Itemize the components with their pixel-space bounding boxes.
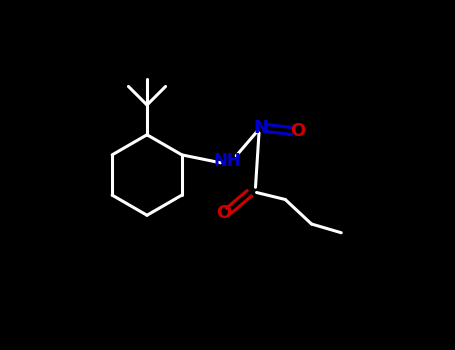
Text: NH: NH (214, 152, 241, 170)
Text: O: O (217, 204, 232, 223)
Text: N: N (253, 119, 268, 137)
Text: O: O (290, 122, 305, 140)
